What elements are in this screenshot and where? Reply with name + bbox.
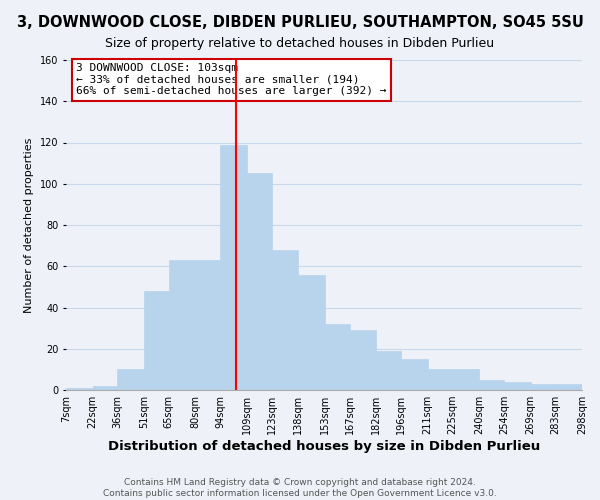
- Bar: [530, 384, 556, 390]
- Bar: [247, 174, 272, 390]
- Bar: [401, 359, 428, 390]
- Bar: [118, 370, 144, 390]
- Bar: [350, 330, 376, 390]
- Text: 3 DOWNWOOD CLOSE: 103sqm
← 33% of detached houses are smaller (194)
66% of semi-: 3 DOWNWOOD CLOSE: 103sqm ← 33% of detach…: [76, 64, 387, 96]
- Text: Size of property relative to detached houses in Dibden Purlieu: Size of property relative to detached ho…: [106, 38, 494, 51]
- Bar: [169, 260, 196, 390]
- Bar: [66, 388, 92, 390]
- Text: 3, DOWNWOOD CLOSE, DIBDEN PURLIEU, SOUTHAMPTON, SO45 5SU: 3, DOWNWOOD CLOSE, DIBDEN PURLIEU, SOUTH…: [17, 15, 583, 30]
- Bar: [220, 144, 247, 390]
- Bar: [428, 370, 452, 390]
- Bar: [144, 291, 169, 390]
- Bar: [556, 384, 582, 390]
- Bar: [92, 386, 118, 390]
- Bar: [272, 250, 298, 390]
- Bar: [298, 274, 325, 390]
- Bar: [504, 382, 530, 390]
- Y-axis label: Number of detached properties: Number of detached properties: [25, 138, 34, 312]
- Bar: [452, 370, 479, 390]
- Bar: [376, 351, 401, 390]
- Bar: [479, 380, 504, 390]
- X-axis label: Distribution of detached houses by size in Dibden Purlieu: Distribution of detached houses by size …: [108, 440, 540, 453]
- Text: Contains HM Land Registry data © Crown copyright and database right 2024.
Contai: Contains HM Land Registry data © Crown c…: [103, 478, 497, 498]
- Bar: [325, 324, 350, 390]
- Bar: [196, 260, 220, 390]
